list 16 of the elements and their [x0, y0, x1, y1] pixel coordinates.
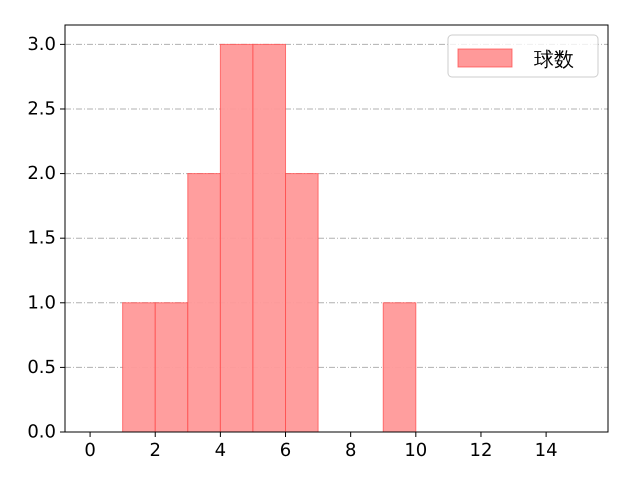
x-tick-label: 10 [404, 440, 428, 461]
y-tick-label: 0.5 [27, 356, 56, 378]
x-tick-label: 8 [344, 440, 356, 461]
y-tick-label: 3.0 [27, 34, 56, 55]
x-tick-label: 12 [470, 440, 492, 461]
legend-label: 球数 [534, 47, 574, 71]
y-tick-label: 1.5 [27, 228, 56, 249]
x-tick-label: 2 [150, 440, 161, 461]
x-tick-label: 4 [214, 440, 226, 461]
y-tick-label: 0.0 [27, 422, 56, 442]
y-tick-label: 2.0 [27, 163, 56, 184]
x-tick-label: 6 [280, 440, 292, 461]
y-tick-label: 2.5 [27, 98, 56, 120]
x-tick-label: 0 [84, 440, 96, 461]
x-tick-label: 14 [534, 440, 558, 461]
y-tick-label: 1.0 [27, 292, 56, 314]
